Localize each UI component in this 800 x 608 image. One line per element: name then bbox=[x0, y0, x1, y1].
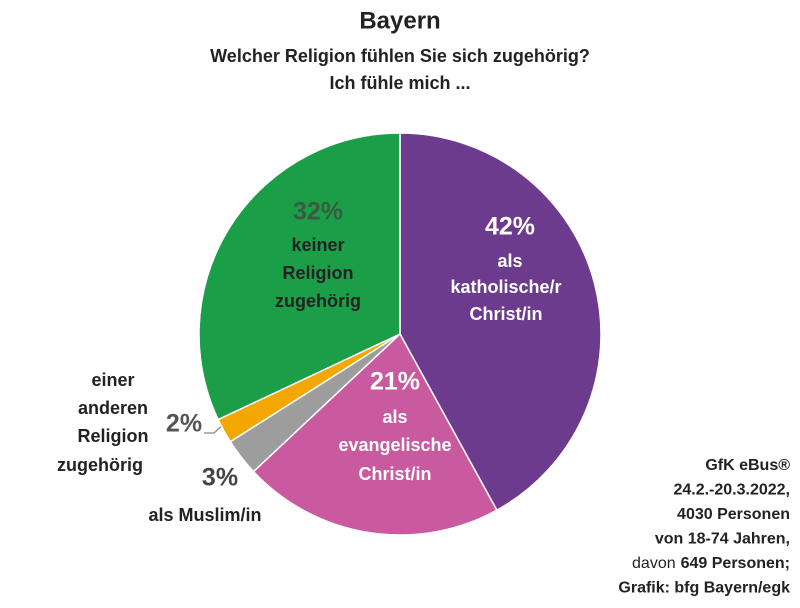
category-label: Christ/in bbox=[358, 464, 431, 484]
source-note: GfK eBus® bbox=[705, 457, 790, 474]
category-label: anderen bbox=[78, 398, 148, 418]
chart-title: Bayern bbox=[359, 7, 440, 34]
value-label: 3% bbox=[202, 464, 238, 492]
category-label: als bbox=[497, 251, 522, 271]
chart-subtitle: Ich fühle mich ... bbox=[329, 73, 470, 93]
value-label: 42% bbox=[485, 213, 535, 241]
source-note-part: davon bbox=[632, 555, 676, 572]
category-label: als Muslim/in bbox=[148, 505, 261, 525]
pie-slice bbox=[252, 332, 498, 536]
category-label: keiner bbox=[291, 235, 344, 255]
source-note: 4030 Personen bbox=[677, 506, 790, 523]
category-label: einer bbox=[91, 370, 134, 390]
category-label: Religion bbox=[283, 263, 354, 283]
value-label: 2% bbox=[166, 410, 202, 438]
source-note: von 18-74 Jahren, bbox=[655, 531, 790, 548]
source-note: davon 649 Personen; bbox=[632, 555, 790, 572]
source-note: Grafik: bfg Bayern/egk bbox=[618, 580, 790, 597]
pie-slice bbox=[198, 132, 401, 421]
pie-slice bbox=[399, 132, 602, 512]
category-label: katholische/r bbox=[450, 277, 561, 297]
category-label: evangelische bbox=[338, 435, 451, 455]
source-note-part: 649 Personen; bbox=[681, 555, 790, 572]
category-label: als bbox=[382, 407, 407, 427]
value-label: 32% bbox=[293, 198, 343, 226]
chart-subtitle: Welcher Religion fühlen Sie sich zugehör… bbox=[210, 46, 590, 66]
category-label: Religion bbox=[78, 426, 149, 446]
category-label: Christ/in bbox=[469, 304, 542, 324]
source-note: 24.2.-20.3.2022, bbox=[673, 482, 790, 499]
category-label: zugehörig bbox=[275, 291, 361, 311]
category-label: zugehörig bbox=[57, 455, 143, 475]
leader-line bbox=[204, 423, 225, 434]
value-label: 21% bbox=[370, 368, 420, 396]
